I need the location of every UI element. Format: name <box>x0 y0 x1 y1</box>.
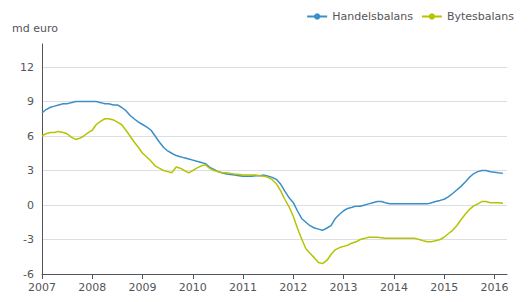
svg-text:2007: 2007 <box>28 281 56 294</box>
svg-text:9: 9 <box>27 95 34 108</box>
svg-text:Bytesbalans: Bytesbalans <box>447 10 514 23</box>
svg-text:md euro: md euro <box>12 22 58 35</box>
svg-text:0: 0 <box>27 199 34 212</box>
svg-text:2011: 2011 <box>229 281 257 294</box>
svg-text:6: 6 <box>27 130 34 143</box>
svg-text:12: 12 <box>20 61 34 74</box>
svg-text:-3: -3 <box>23 233 34 246</box>
svg-text:2013: 2013 <box>330 281 358 294</box>
svg-text:2014: 2014 <box>380 281 408 294</box>
svg-text:-6: -6 <box>23 268 34 281</box>
svg-text:2015: 2015 <box>430 281 458 294</box>
svg-text:2012: 2012 <box>279 281 307 294</box>
svg-text:2008: 2008 <box>78 281 106 294</box>
svg-text:2010: 2010 <box>179 281 207 294</box>
svg-text:2009: 2009 <box>129 281 157 294</box>
svg-text:2016: 2016 <box>480 281 508 294</box>
svg-text:3: 3 <box>27 164 34 177</box>
svg-text:Handelsbalans: Handelsbalans <box>332 10 413 23</box>
